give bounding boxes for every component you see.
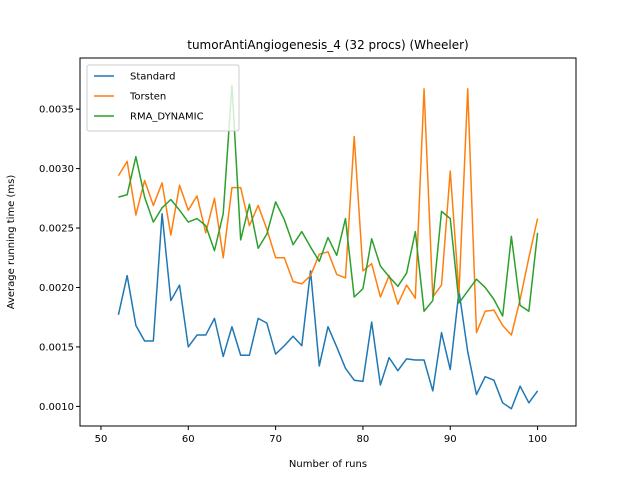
y-tick-label: 0.0030 (39, 164, 74, 175)
x-tick-label: 50 (95, 434, 108, 445)
x-tick-label: 60 (182, 434, 195, 445)
series-line-standard (117, 213, 539, 410)
x-tick-label: 100 (528, 434, 547, 445)
plot-area (79, 57, 577, 427)
legend-entry: Torsten (129, 92, 166, 103)
chart-title: tumorAntiAngiogenesis_4 (32 procs) (Whee… (187, 38, 469, 52)
y-tick-label: 0.0010 (39, 402, 74, 413)
legend-box (86, 64, 240, 132)
y-axis-ticks: 0.0010 0.0015 0.0020 0.0025 0.0030 0.0035 (39, 105, 80, 413)
legend: Standard Torsten RMA_DYNAMIC (86, 64, 240, 132)
y-tick-label: 0.0020 (39, 283, 74, 294)
series-line-rma-dynamic (118, 84, 539, 317)
y-tick-label: 0.0035 (39, 105, 74, 116)
x-tick-label: 80 (357, 434, 370, 445)
legend-entry: RMA_DYNAMIC (130, 112, 204, 123)
x-tick-label: 70 (269, 434, 282, 445)
legend-entry: Standard (130, 72, 176, 83)
y-axis-label: Average running time (ms) (6, 175, 17, 310)
x-axis-label: Number of runs (289, 459, 367, 470)
series-lines (117, 84, 539, 410)
y-tick-label: 0.0015 (39, 342, 74, 353)
x-axis-ticks: 50 60 70 80 90 100 (95, 426, 547, 445)
y-tick-label: 0.0025 (39, 224, 74, 235)
series-line-torsten (117, 88, 539, 336)
x-tick-label: 90 (444, 434, 457, 445)
